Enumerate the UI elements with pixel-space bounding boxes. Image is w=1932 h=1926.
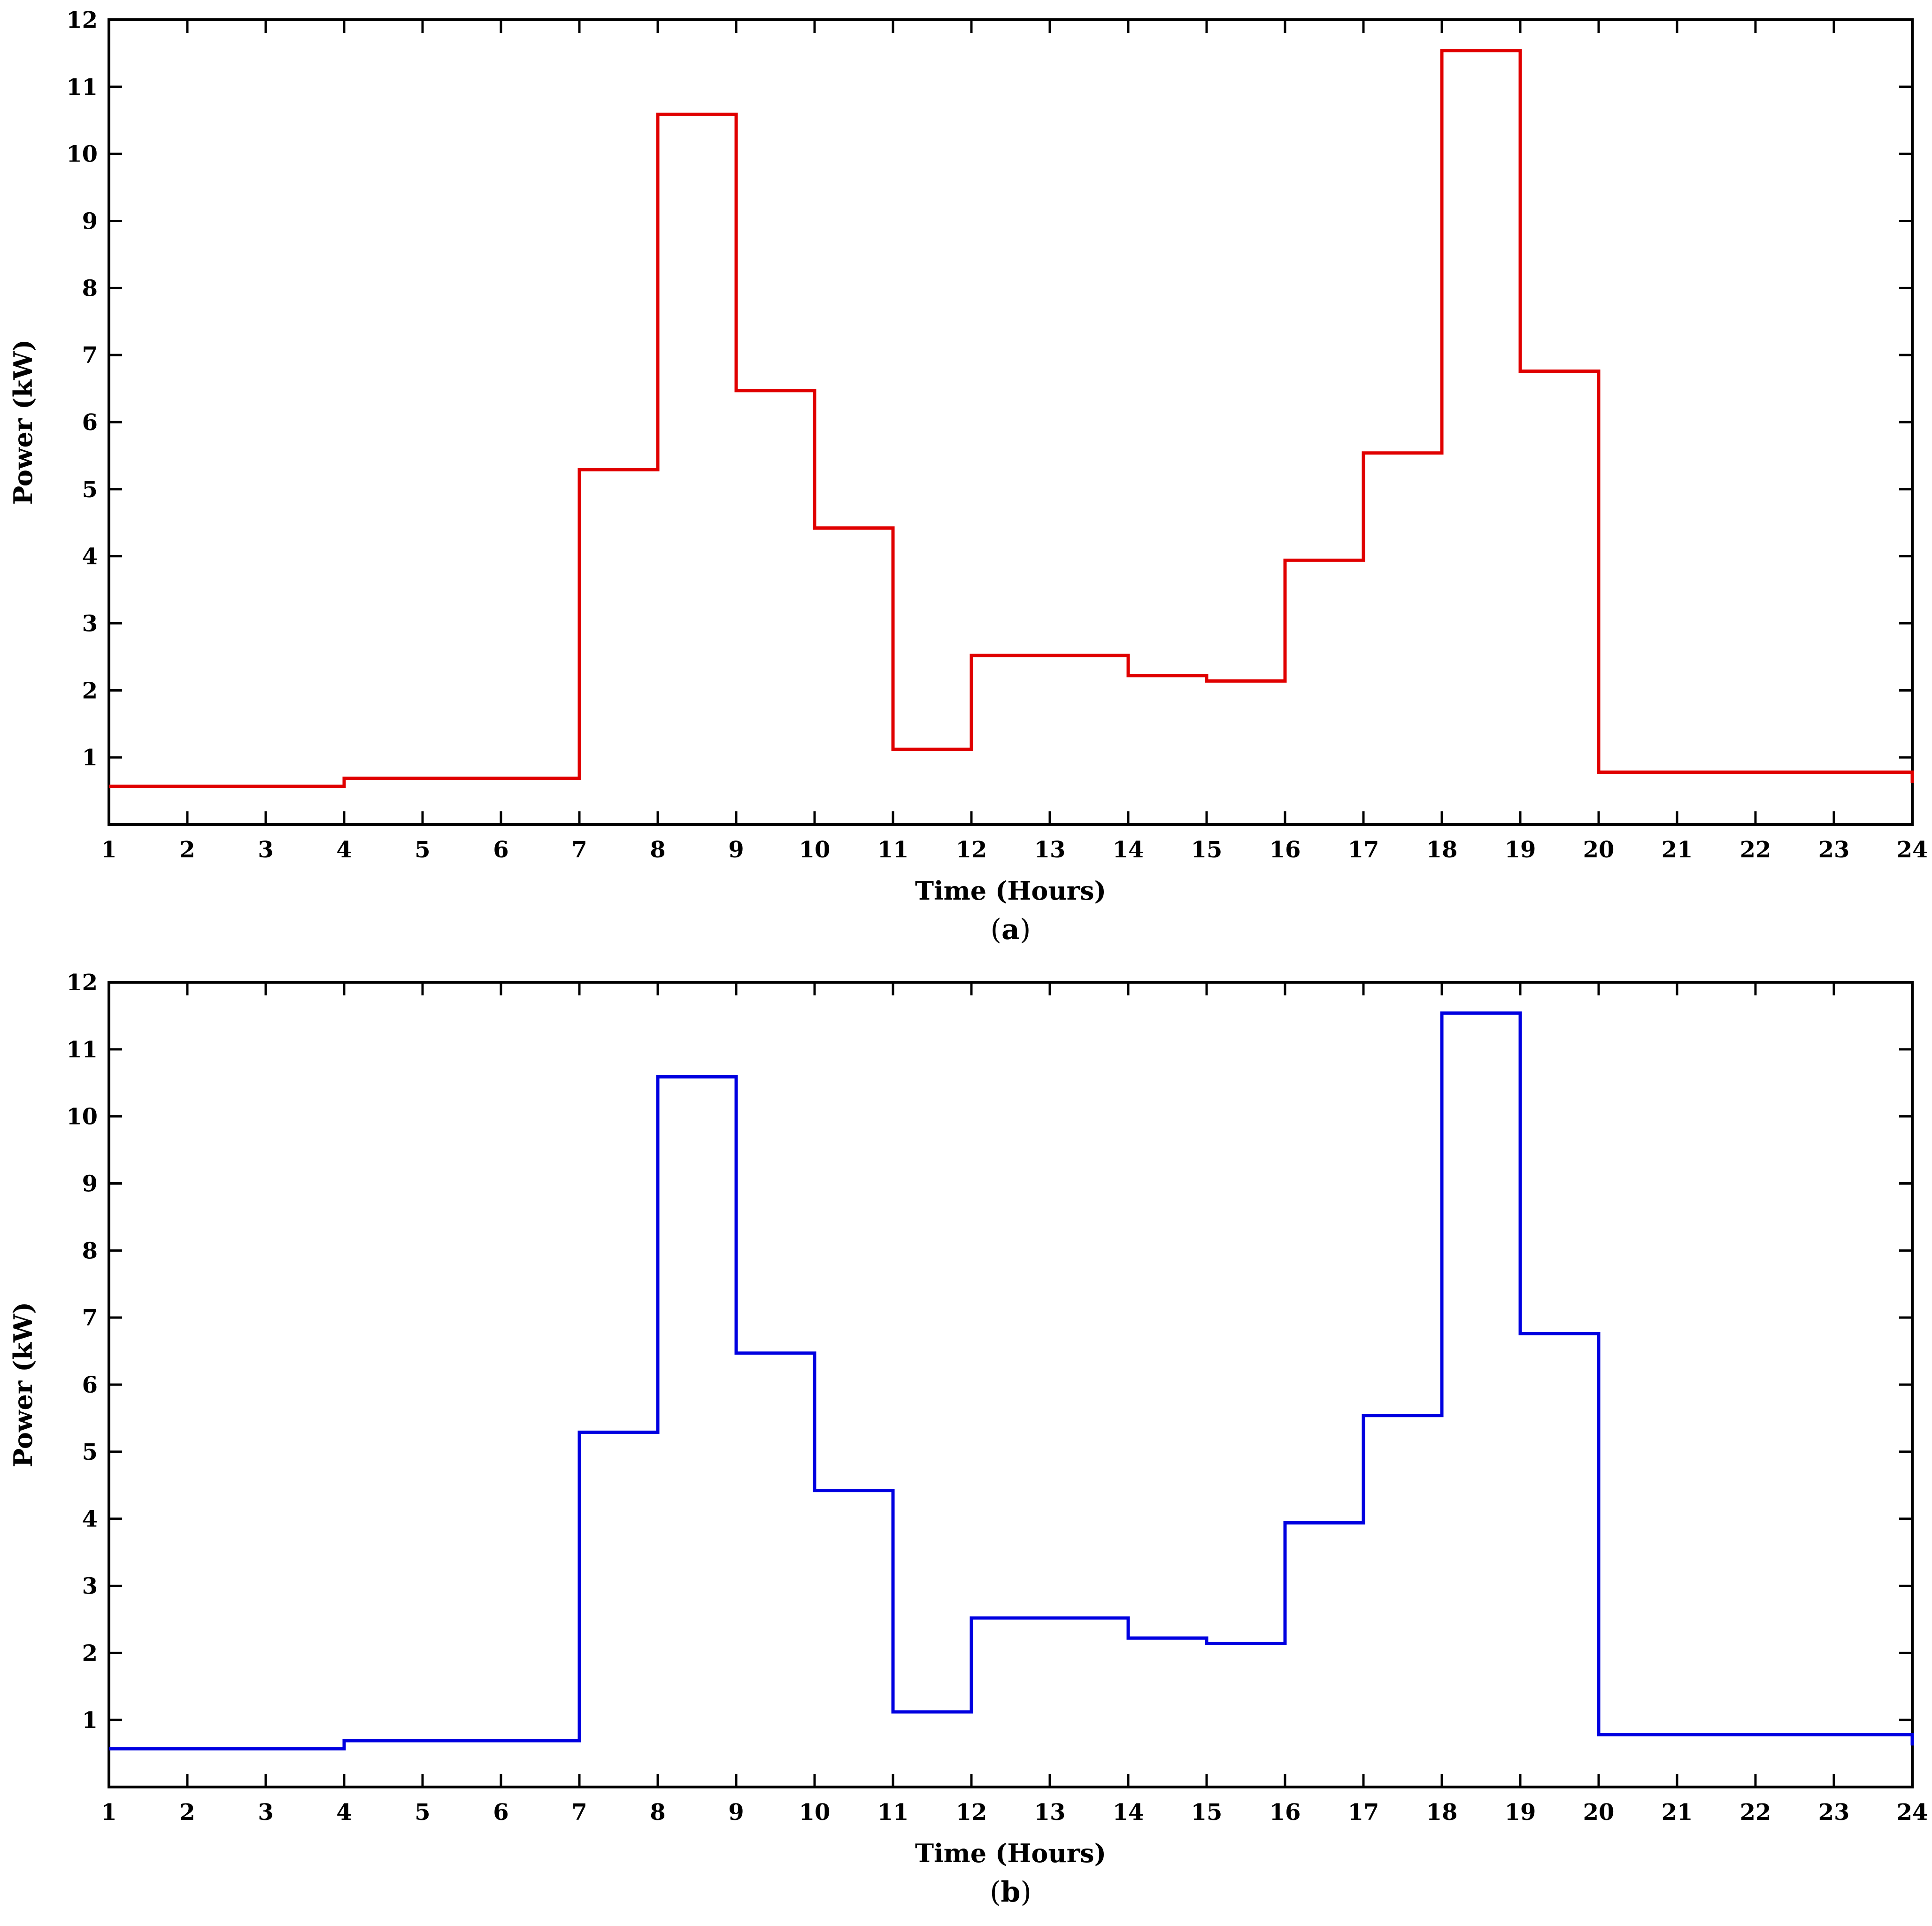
panel-b-chart: 1 2 3 4 5 6 7 8 9 10 11 12 13 14 15 16 17 18 19 20 21 22 23 241… (8, 970, 1928, 1909)
panel-a-xtick-label: 3 (258, 837, 273, 863)
panel-b-ytick-label: 12 (66, 970, 98, 996)
panel-a-ytick-label: 7 (82, 342, 98, 369)
panel-a-xtick-label: 22 (1740, 837, 1771, 863)
panel-b-xtick-label: 17 (1348, 1799, 1379, 1826)
panel-a-xtick-label: 9 (728, 837, 744, 863)
panel-b-ytick-label: 3 (82, 1573, 98, 1600)
panel-b-xtick-label: 15 (1191, 1799, 1223, 1826)
panel-b-ytick-label: 8 (82, 1238, 98, 1264)
panel-a-xtick-label: 11 (877, 837, 909, 863)
panel-a-xtick-label: 14 (1113, 837, 1144, 863)
panel-a-xtick-label: 4 (336, 837, 352, 863)
panel-a-xtick-label: 23 (1818, 837, 1850, 863)
panel-a-ytick-label: 12 (66, 7, 98, 33)
panel-b-ytick-label: 4 (82, 1506, 98, 1533)
panel-a-ytick-label: 6 (82, 409, 98, 436)
panel-a-x-axis-title: Time (Hours) (915, 876, 1106, 906)
panel-a-xtick-label: 2 (179, 837, 195, 863)
panel-b-xtick-label: 3 (258, 1799, 273, 1826)
panel-b-xtick-label: 14 (1113, 1799, 1144, 1826)
panel-b-caption-letter: b (1001, 1876, 1021, 1909)
panel-b-y-axis-title: Power (kW) (8, 1302, 38, 1467)
panel-a-xtick-label: 8 (650, 837, 665, 863)
panel-b-xtick-label: 18 (1426, 1799, 1458, 1826)
panel-b-ytick-label: 2 (82, 1640, 98, 1666)
panel-a-ytick-label: 5 (82, 477, 98, 503)
panel-b-xtick-label: 23 (1818, 1799, 1850, 1826)
panel-a-xtick-label: 5 (415, 837, 430, 863)
panel-a-xtick-label: 18 (1426, 837, 1458, 863)
panel-a-xtick-label: 20 (1583, 837, 1615, 863)
panel-b-ytick-label: 11 (66, 1037, 98, 1063)
panel-a-plot-frame (108, 18, 1914, 826)
panel-b-xtick-label: 7 (571, 1799, 587, 1826)
panel-b-x-axis-title: Time (Hours) (915, 1838, 1106, 1868)
panel-a-caption: (a) (991, 913, 1031, 946)
panel-b-xtick-label: 10 (799, 1799, 831, 1826)
panel-a-y-axis-title: Power (kW) (8, 339, 38, 505)
panel-a-xtick-label: 1 (101, 837, 116, 863)
panel-b-xtick-label: 8 (650, 1799, 665, 1826)
panel-a-xtick-label: 19 (1505, 837, 1536, 863)
panel-a-chart: 1 2 3 4 5 6 7 8 9 10 11 12 13 14 15 16 17 18 19 20 21 22 23 241… (8, 7, 1928, 946)
panel-b-xtick-label: 11 (877, 1799, 909, 1826)
panel-a-xtick-label: 6 (493, 837, 508, 863)
panel-a-xtick-label: 13 (1034, 837, 1066, 863)
panel-b-xtick-label: 16 (1270, 1799, 1301, 1826)
panel-b-xtick-label: 1 (101, 1799, 116, 1826)
panel-a-ytick-label: 2 (82, 678, 98, 704)
panel-b-xtick-label: 24 (1897, 1799, 1928, 1826)
panel-a-power-series-line (109, 49, 1914, 788)
panel-b-power-series-line (109, 1011, 1914, 1751)
panel-a-ytick-label: 10 (66, 141, 98, 168)
panel-b-xtick-label: 9 (728, 1799, 744, 1826)
panel-a-xtick-label: 24 (1897, 837, 1928, 863)
panel-b-plot-frame (108, 981, 1914, 1788)
panel-b-ytick-label: 10 (66, 1104, 98, 1130)
panel-b-ytick-label: 7 (82, 1305, 98, 1331)
panel-a-ytick-label: 1 (82, 745, 98, 771)
panel-a-caption-letter: a (1001, 913, 1020, 946)
panel-b-ytick-label: 5 (82, 1439, 98, 1465)
panel-a-ytick-label: 9 (82, 208, 98, 235)
panel-a-ytick-label: 3 (82, 611, 98, 637)
panel-b-xtick-label: 4 (336, 1799, 352, 1826)
panel-a-xtick-label: 16 (1270, 837, 1301, 863)
panel-a-xtick-label: 21 (1662, 837, 1693, 863)
panel-b-ytick-label: 6 (82, 1372, 98, 1398)
panel-b-xtick-label: 2 (179, 1799, 195, 1826)
panel-b-xtick-label: 12 (956, 1799, 987, 1826)
panel-a-xtick-label: 12 (956, 837, 987, 863)
panel-b-xtick-label: 21 (1662, 1799, 1693, 1826)
panel-a-xtick-label: 10 (799, 837, 831, 863)
panel-b-xtick-label: 6 (493, 1799, 508, 1826)
panel-b-xtick-label: 5 (415, 1799, 430, 1826)
panel-a-xtick-label: 15 (1191, 837, 1223, 863)
panel-a-xtick-label: 17 (1348, 837, 1379, 863)
panel-b-xtick-label: 22 (1740, 1799, 1771, 1826)
panel-a-ytick-label: 4 (82, 544, 98, 570)
panel-b-caption: (b) (990, 1876, 1031, 1909)
panel-a-ytick-label: 11 (66, 74, 98, 100)
panel-b-xtick-label: 20 (1583, 1799, 1615, 1826)
panel-a-xtick-label: 7 (571, 837, 587, 863)
panel-b-xtick-label: 13 (1034, 1799, 1066, 1826)
panel-b-ytick-label: 1 (82, 1707, 98, 1733)
panel-b-ytick-label: 9 (82, 1171, 98, 1197)
panel-b-xtick-label: 19 (1505, 1799, 1536, 1826)
panel-a-ytick-label: 8 (82, 275, 98, 301)
